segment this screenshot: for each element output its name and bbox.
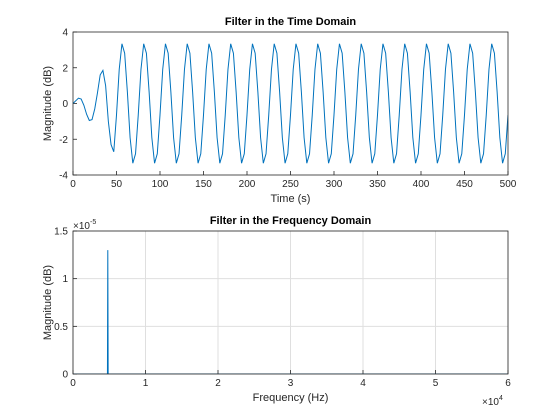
y-axis-label: Magnitude (dB): [42, 265, 54, 340]
x-multiplier-power: 4: [499, 395, 503, 402]
x-tick-label: 50: [111, 179, 123, 190]
x-tick-label: 100: [152, 179, 169, 190]
x-tick-label: 2: [215, 378, 221, 389]
x-tick-label: 6: [505, 378, 511, 389]
chart-title: Filter in the Frequency Domain: [210, 215, 372, 227]
y-multiplier-power: -5: [90, 219, 96, 226]
y-tick-label: 1.5: [54, 227, 68, 238]
x-tick-label: 500: [500, 179, 517, 190]
y-tick-label: 0: [62, 99, 68, 110]
plot-area: [73, 32, 508, 175]
x-tick-label: 3: [288, 378, 294, 389]
series-line: [73, 43, 508, 164]
subplot: 0 1 2 3 4 5 6 0 0.5 1 1.5 Filter in the Frequency D…: [42, 215, 511, 408]
y-tick-label: 1: [62, 274, 68, 285]
x-tick-label: 4: [360, 378, 366, 389]
x-tick-label: 5: [433, 378, 439, 389]
chart-title: Filter in the Time Domain: [225, 16, 356, 28]
x-multiplier: ×10: [482, 397, 499, 408]
x-tick-label: 1: [143, 378, 149, 389]
x-tick-label: 200: [239, 179, 256, 190]
y-tick-label: 0.5: [54, 322, 68, 333]
axes-box: [72, 230, 509, 375]
x-axis-label: Time (s): [271, 193, 311, 205]
subplot: 0 50 100 150 200 250 300 350 400 450 500 -4 -2 0 2 4 Fil…: [42, 16, 517, 205]
x-tick-label: 150: [195, 179, 212, 190]
axes-box: [72, 31, 509, 176]
x-tick-label: 250: [282, 179, 299, 190]
x-tick-label: 450: [456, 179, 473, 190]
x-axis-label: Frequency (Hz): [253, 392, 329, 404]
x-tick-label: 350: [369, 179, 386, 190]
x-tick-label: 400: [413, 179, 430, 190]
series-line: [73, 250, 508, 374]
y-tick-label: 2: [62, 63, 68, 74]
y-axis-label: Magnitude (dB): [42, 66, 54, 141]
y-tick-label: 4: [62, 28, 68, 39]
x-tick-label: 0: [70, 378, 76, 389]
y-tick-label: -2: [59, 135, 68, 146]
y-tick-label: -4: [59, 171, 68, 182]
y-multiplier: ×10: [73, 221, 90, 232]
x-tick-label: 0: [70, 179, 76, 190]
y-tick-label: 0: [62, 370, 68, 381]
x-tick-label: 300: [326, 179, 343, 190]
